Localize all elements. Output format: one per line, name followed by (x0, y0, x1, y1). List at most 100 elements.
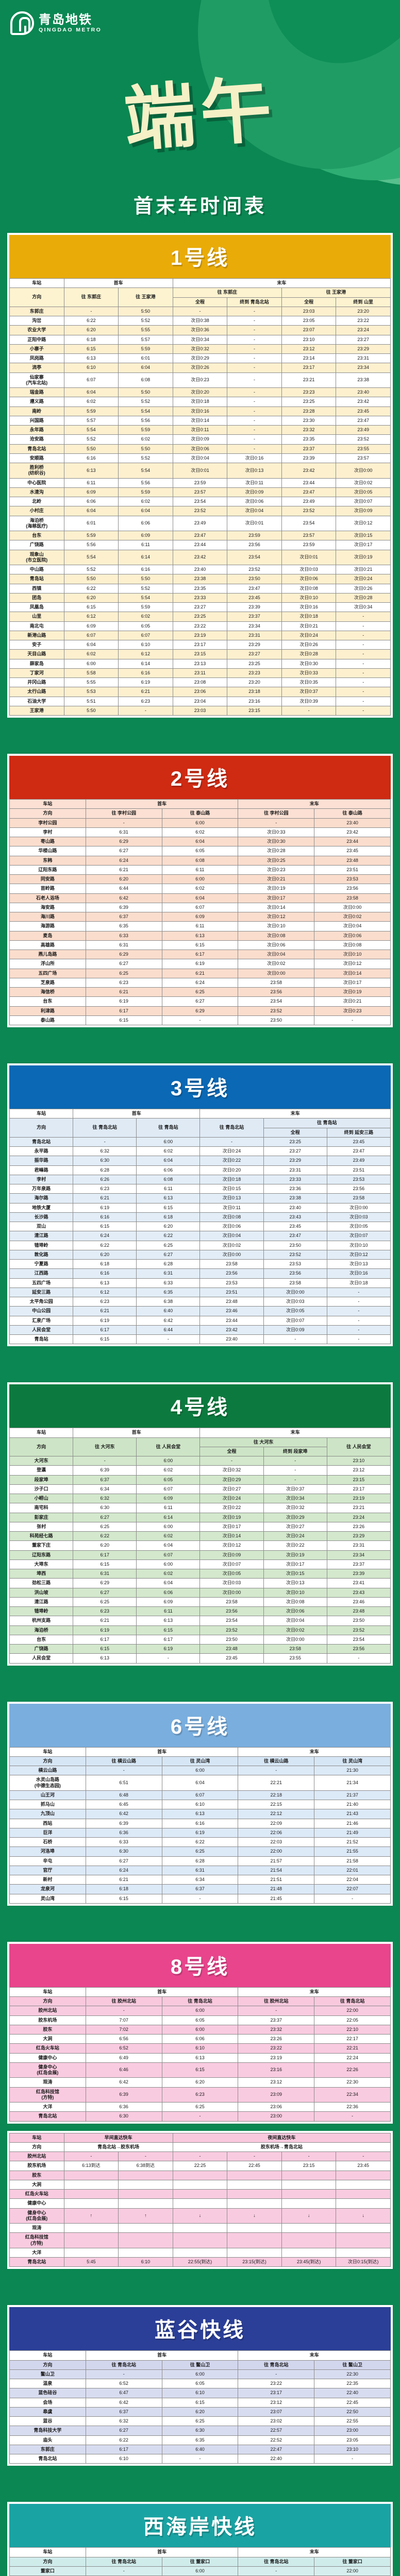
time-cell: 23:50 (227, 574, 282, 584)
table-row: 华楼山路 6:27 6:05 次日0:28 23:45 (9, 846, 391, 856)
time-cell: 6:23 (73, 1606, 137, 1617)
time-cell: 23:44 (281, 478, 337, 488)
time-cell (63, 2223, 119, 2233)
time-cell: 6:15 (161, 2062, 239, 2078)
time-cell: 6:38 (136, 1296, 201, 1307)
time-cell (227, 2223, 282, 2233)
table-row: 水清沟 6:09 5:59 23:57 次日0:09 23:47 次日0:05 (9, 487, 391, 498)
time-cell: 次日0:33 (238, 827, 315, 838)
time-cell: 次日0:26 (172, 363, 228, 373)
time-cell: 6:24 (85, 855, 162, 866)
station-name: 农业大学 (9, 325, 64, 335)
time-cell: 6:36 (85, 2102, 162, 2112)
time-cell: 次日0:19 (238, 884, 315, 894)
time-cell: - (263, 1455, 327, 1466)
time-cell: 6:17 (73, 1550, 137, 1560)
time-cell: 6:22 (136, 1231, 201, 1241)
time-cell: 23:48 (314, 855, 391, 866)
header-first-train: 首车 (85, 799, 239, 809)
time-cell: 5:59 (118, 602, 173, 613)
time-cell: 22:10 (314, 2024, 391, 2035)
station-name: 凤凰岛 (9, 602, 64, 613)
time-cell: 23:43 (326, 1587, 391, 1598)
time-cell: 6:31 (136, 1268, 201, 1279)
time-cell (281, 2247, 337, 2258)
time-cell: 6:37 (161, 1884, 239, 1894)
time-cell: 23:56 (238, 987, 315, 997)
time-cell: 23:35 (281, 434, 337, 445)
station-name: 青岛站 (9, 1334, 74, 1345)
time-cell: 5:55 (118, 325, 173, 335)
time-cell: 23:47 (263, 1231, 327, 1241)
table-row: 山王河 6:48 6:07 22:18 21:37 (9, 1790, 391, 1801)
time-cell: 23:52 (227, 564, 282, 575)
time-cell: 6:00 (161, 1765, 239, 1776)
time-cell: - (227, 353, 282, 364)
time-cell (172, 2189, 228, 2199)
time-cell: 21:43 (314, 1809, 391, 1819)
time-cell: 23:06 (238, 2102, 315, 2112)
station-name: 地铁大厦 (9, 1202, 74, 1213)
header-last-train: 末车 (238, 1987, 391, 1997)
table-row: 辽阳东路 6:17 6:07 次日0:09 次日0:19 23:34 (9, 1550, 391, 1560)
time-cell: 6:21 (73, 1193, 137, 1204)
time-cell: 次日0:06 (238, 940, 315, 951)
time-cell: 23:10 (281, 334, 337, 345)
time-cell: 6:20 (161, 2077, 239, 2088)
time-cell: 6:39 (85, 2087, 162, 2103)
time-cell: 23:56 (314, 884, 391, 894)
time-cell: 22:21 (238, 1775, 315, 1791)
time-cell (336, 2223, 391, 2233)
time-cell: 次日0:00 (263, 1634, 327, 1645)
table-row: 健身中心 (红岛会展) 6:46 6:15 23:16 22:26 (9, 2062, 391, 2078)
time-cell: 6:00 (161, 2566, 239, 2576)
table-row: 宁夏路 6:18 6:28 23:58 23:53 次日0:13 (9, 1259, 391, 1269)
time-cell: 23:50 (199, 1634, 264, 1645)
table-row: 小崂山 6:32 6:09 次日0:24 次日0:34 23:19 (9, 1493, 391, 1504)
time-cell: 23:27 (263, 1146, 327, 1157)
time-cell: 6:26 (73, 1174, 137, 1185)
time-cell: 6:11 (63, 478, 119, 488)
station-name: 石老人浴场 (9, 893, 86, 903)
time-cell: - (336, 677, 391, 688)
time-cell: - (227, 444, 282, 454)
time-cell: 6:40 (161, 2444, 239, 2455)
time-cell: 23:52 (281, 506, 337, 516)
time-cell: 次日0:13 (199, 1193, 264, 1204)
station-name: 董家下庄 (9, 1540, 74, 1551)
time-cell: 次日0:15(到达) (336, 2257, 391, 2267)
line-section-line-3: 3号线 车站 首车 末车 方向往 青岛北站往 青岛站往 青岛北站往 青岛站 全程 终到 延安… (0, 1063, 400, 1347)
time-cell: 6:14 (118, 658, 173, 669)
time-cell: 21:51 (238, 1874, 315, 1885)
table-row: 海安路 6:39 6:07 次日0:14 次日0:00 (9, 902, 391, 913)
table-row: 敦化路 6:20 6:27 次日0:00 23:52 次日0:12 (9, 1249, 391, 1260)
time-cell: 次日0:00 (336, 463, 391, 479)
time-cell: 6:17 (85, 2444, 162, 2455)
line-title: 1号线 (9, 235, 391, 278)
time-cell: 23:11 (172, 668, 228, 679)
table-row: 沧安路 5:52 6:02 次日0:09-23:35 23:52 (9, 434, 391, 445)
time-cell: 6:30 (85, 2111, 162, 2122)
time-cell: 6:44 (136, 1325, 201, 1335)
time-cell: 次日0:02 (314, 911, 391, 922)
station-name: 小寨子 (9, 344, 64, 354)
time-cell: 次日0:16 (227, 453, 282, 464)
station-name: 水清沟 (9, 487, 64, 498)
header-last-dir: 往 东郭庄 (172, 287, 282, 298)
time-cell: 6:02 (136, 1465, 201, 1476)
station-name: 永年路 (9, 425, 64, 435)
time-cell: 次日0:28 (336, 592, 391, 603)
time-cell: 23:58 (263, 1643, 327, 1654)
express-timetable: 车站 早间直达快车 夜间直达快车 方向 青岛北站→胶东机场 胶东机场→青岛北站 胶州北站 - -… (9, 2132, 391, 2267)
time-cell: 6:25 (85, 968, 162, 978)
time-cell: 6:22 (63, 315, 119, 326)
time-cell: 23:26 (326, 1521, 391, 1532)
time-cell: 23:22 (238, 2043, 315, 2054)
time-cell: 23:52 (238, 1006, 315, 1016)
time-cell (118, 2223, 173, 2233)
time-cell: 次日0:05 (326, 1221, 391, 1232)
time-cell: 23:13 (172, 658, 228, 669)
header-morning-express: 早间直达快车 (63, 2132, 173, 2143)
time-cell: 6:06 (63, 496, 119, 507)
station-name: 健身中心 (红岛会展) (9, 2208, 64, 2224)
